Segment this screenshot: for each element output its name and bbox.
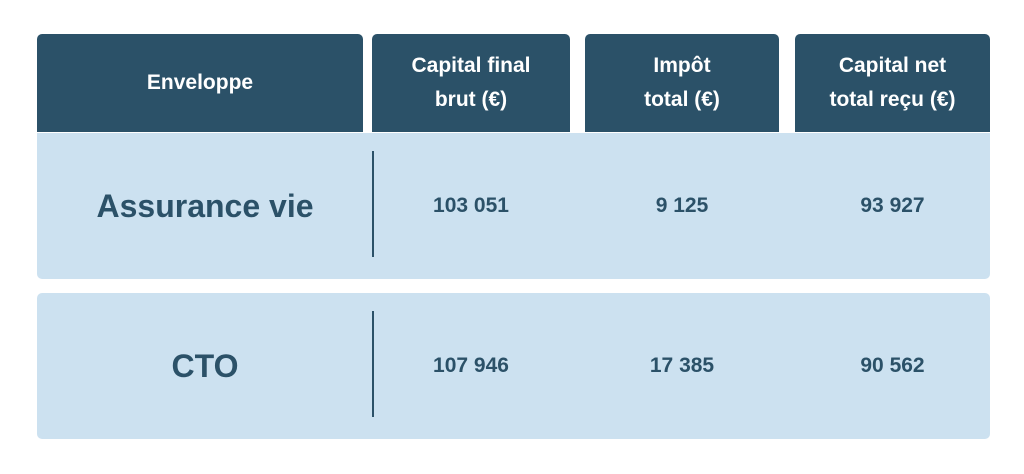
cell-capital-brut: 107 946	[433, 354, 509, 377]
cell-impot: 17 385	[649, 354, 715, 377]
cell-capital-net: 93 927	[860, 194, 925, 217]
cell-capital-net: 90 562	[860, 354, 925, 377]
cell-impot: 9 125	[655, 194, 709, 217]
header-enveloppe: Enveloppe	[37, 34, 363, 132]
header-capital-final-brut: Capital final brut (€)	[372, 34, 570, 132]
row-divider	[372, 151, 374, 257]
row-label: CTO	[171, 347, 239, 384]
row-divider	[372, 311, 374, 417]
cell-capital-brut: 103 051	[433, 194, 509, 217]
table-row-assurance-vie: Assurance vie 103 051 9 125 93 927	[37, 133, 990, 279]
header-impot-total: Impôt total (€)	[585, 34, 779, 132]
header-capital-net-total: Capital net total reçu (€)	[795, 34, 990, 132]
row-label: Assurance vie	[96, 187, 314, 224]
table-row-cto: CTO 107 946 17 385 90 562	[37, 293, 990, 439]
